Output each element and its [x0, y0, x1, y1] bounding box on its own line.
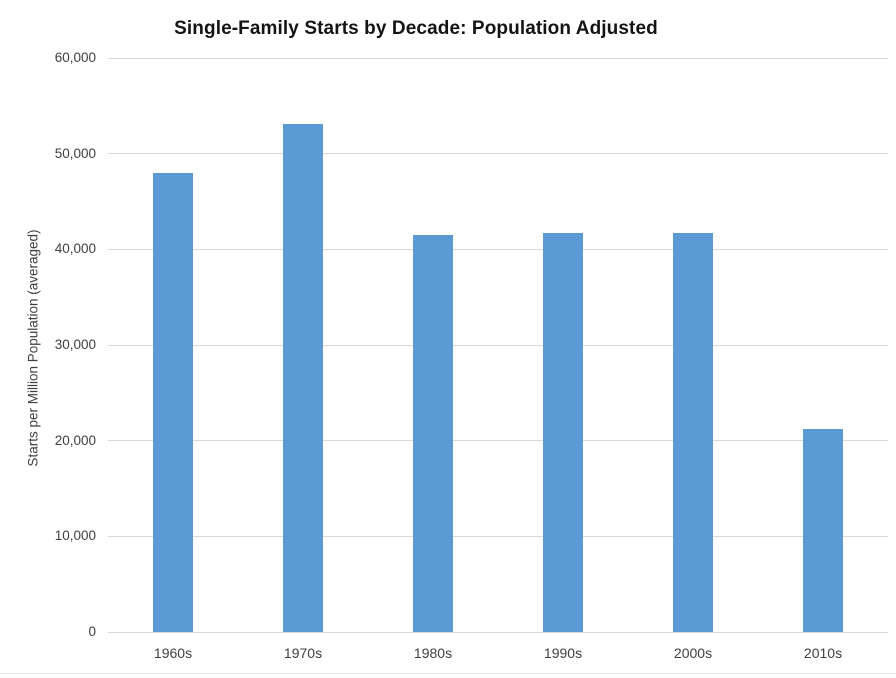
x-tick-label-1980s: 1980s — [413, 645, 453, 661]
gridline-60000 — [108, 57, 888, 59]
y-tick-label-60000: 60,000 — [54, 50, 96, 65]
y-tick-label-40000: 40,000 — [54, 241, 96, 257]
bar-1980s — [413, 234, 453, 632]
bar-1970s — [283, 124, 323, 632]
x-tick-label-1990s: 1990s — [543, 645, 583, 661]
x-tick-label-1960s: 1960s — [153, 645, 193, 661]
bar-1960s — [153, 172, 193, 632]
gridline-50000 — [108, 153, 888, 155]
x-tick-label-1970s: 1970s — [283, 645, 323, 661]
y-tick-label-10000: 10,000 — [54, 528, 96, 544]
y-tick-label-0: 0 — [88, 624, 96, 639]
bar-2010s — [803, 429, 843, 632]
y-tick-label-50000: 50,000 — [54, 145, 96, 161]
bar-1990s — [543, 233, 583, 632]
chart-title: Single-Family Starts by Decade: Populati… — [174, 18, 658, 39]
bottom-divider-line — [0, 673, 896, 674]
gridline-30000 — [108, 344, 888, 346]
gridline-40000 — [108, 248, 888, 250]
x-tick-label-2010s: 2010s — [803, 645, 843, 661]
gridline-10000 — [108, 535, 888, 537]
gridline-0 — [108, 631, 888, 633]
gridline-20000 — [108, 440, 888, 442]
y-tick-label-30000: 30,000 — [54, 337, 96, 352]
y-tick-label-20000: 20,000 — [54, 432, 96, 448]
x-tick-label-2000s: 2000s — [673, 645, 713, 661]
bar-2000s — [673, 233, 713, 632]
